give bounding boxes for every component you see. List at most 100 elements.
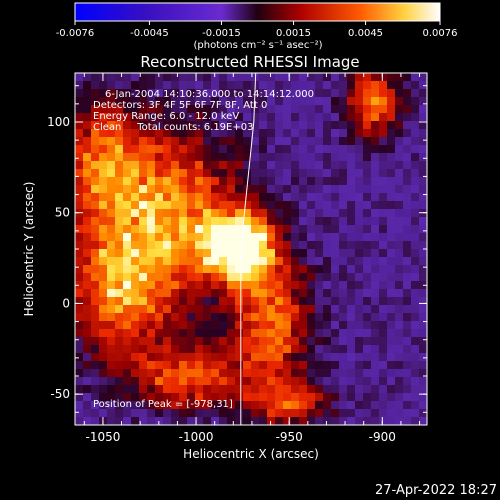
heatmap-cell [347,385,355,393]
heatmap-cell [83,185,91,193]
heatmap-cell [83,73,91,81]
heatmap-cell [123,209,131,217]
heatmap-cell [323,97,331,105]
heatmap-cell [123,217,131,225]
heatmap-cell [395,329,403,337]
heatmap-cell [219,241,227,249]
heatmap-cell [235,313,243,321]
heatmap-cell [155,225,163,233]
heatmap-cell [315,89,323,97]
heatmap-cell [403,369,411,377]
heatmap-cell [107,169,115,177]
heatmap-cell [259,217,267,225]
heatmap-cell [347,185,355,193]
heatmap-cell [355,353,363,361]
heatmap-cell [315,193,323,201]
heatmap-cell [147,297,155,305]
heatmap-cell [283,145,291,153]
heatmap-cell [267,145,275,153]
heatmap-cell [267,273,275,281]
heatmap-cell [187,169,195,177]
heatmap-cell [139,225,147,233]
heatmap-cell [275,209,283,217]
heatmap-cell [259,401,267,409]
heatmap-cell [307,385,315,393]
heatmap-cell [123,129,131,137]
heatmap-cell [155,361,163,369]
heatmap-cell [323,377,331,385]
heatmap-cell [251,281,259,289]
heatmap-cell [187,217,195,225]
heatmap-cell [283,209,291,217]
heatmap-cell [355,273,363,281]
heatmap-cell [235,249,243,257]
heatmap-cell [275,185,283,193]
heatmap-cell [187,137,195,145]
heatmap-cell [75,289,83,297]
heatmap-cell [99,193,107,201]
heatmap-cell [163,289,171,297]
heatmap-cell [291,361,299,369]
heatmap-cell [131,113,139,121]
heatmap-cell [299,273,307,281]
heatmap-cell [123,329,131,337]
heatmap-cell [179,169,187,177]
heatmap-cell [91,161,99,169]
heatmap-cell [147,97,155,105]
heatmap-cell [203,401,211,409]
heatmap-cell [211,233,219,241]
heatmap-cell [283,185,291,193]
heatmap-cell [147,89,155,97]
heatmap-cell [83,273,91,281]
heatmap-cell [203,385,211,393]
heatmap-cell [99,401,107,409]
heatmap-cell [219,81,227,89]
heatmap-cell [147,377,155,385]
heatmap-cell [331,281,339,289]
heatmap-cell [251,241,259,249]
heatmap-cell [251,193,259,201]
heatmap-cell [315,417,323,425]
heatmap-cell [139,153,147,161]
heatmap-cell [355,281,363,289]
heatmap-cell [387,233,395,241]
heatmap-cell [339,401,347,409]
heatmap-cell [155,105,163,113]
heatmap-cell [355,217,363,225]
heatmap-cell [219,193,227,201]
heatmap-cell [227,121,235,129]
heatmap-cell [171,217,179,225]
x-tick-label: -950 [276,430,303,444]
heatmap-cell [219,321,227,329]
heatmap-cell [331,321,339,329]
heatmap-cell [83,209,91,217]
heatmap-cell [227,393,235,401]
heatmap-cell [315,137,323,145]
heatmap-cell [315,209,323,217]
heatmap-cell [75,313,83,321]
heatmap-cell [115,169,123,177]
heatmap-cell [163,129,171,137]
heatmap-cell [267,241,275,249]
heatmap-cell [291,281,299,289]
heatmap-cell [163,393,171,401]
heatmap-cell [163,249,171,257]
heatmap-cell [235,73,243,81]
heatmap-cell [379,217,387,225]
heatmap-cell [275,257,283,265]
heatmap-cell [123,81,131,89]
heatmap-cell [227,73,235,81]
heatmap-cell [411,225,419,233]
heatmap-cell [235,409,243,417]
heatmap-cell [355,225,363,233]
heatmap-cell [179,393,187,401]
heatmap-cell [75,257,83,265]
heatmap-cell [395,153,403,161]
heatmap-cell [347,89,355,97]
heatmap-cell [267,337,275,345]
heatmap-cell [307,289,315,297]
heatmap-cell [267,201,275,209]
heatmap-cell [139,409,147,417]
heatmap-cell [291,417,299,425]
heatmap-cell [211,321,219,329]
